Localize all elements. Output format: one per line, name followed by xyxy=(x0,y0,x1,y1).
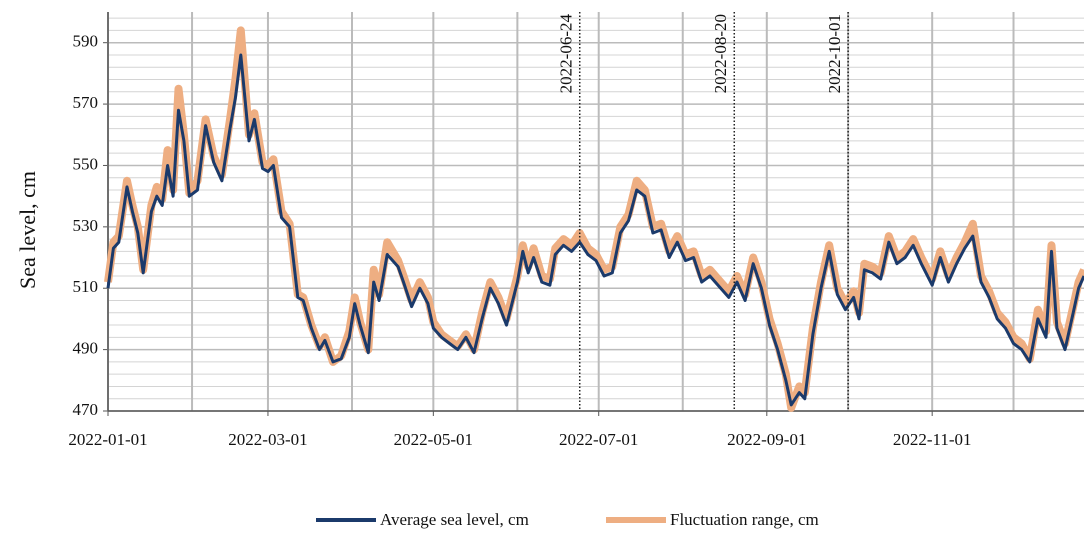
annotation-label: 2022-10-01 xyxy=(825,14,844,93)
y-tick-label: 530 xyxy=(73,216,99,235)
y-tick-label: 510 xyxy=(73,277,99,296)
annotation-label: 2022-06-24 xyxy=(557,14,576,94)
y-tick-label: 590 xyxy=(73,32,99,51)
x-tick-label: 2022-07-01 xyxy=(559,430,638,449)
legend-label: Average sea level, cm xyxy=(380,510,529,529)
legend-label: Fluctuation range, cm xyxy=(670,510,819,529)
y-tick-label: 490 xyxy=(73,339,99,358)
y-tick-label: 550 xyxy=(73,154,99,173)
y-axis-label: Sea level, cm xyxy=(15,171,40,289)
series-line xyxy=(104,26,1084,412)
x-tick-label: 2022-11-01 xyxy=(893,430,972,449)
series-line xyxy=(106,53,1084,407)
x-tick-label: 2022-05-01 xyxy=(394,430,473,449)
x-tick-label: 2022-03-01 xyxy=(228,430,307,449)
y-tick-label: 470 xyxy=(73,400,99,419)
y-tick-label: 570 xyxy=(73,93,99,112)
x-tick-label: 2022-01-01 xyxy=(68,430,147,449)
x-tick-label: 2022-09-01 xyxy=(727,430,806,449)
annotation-label: 2022-08-20 xyxy=(711,14,730,93)
